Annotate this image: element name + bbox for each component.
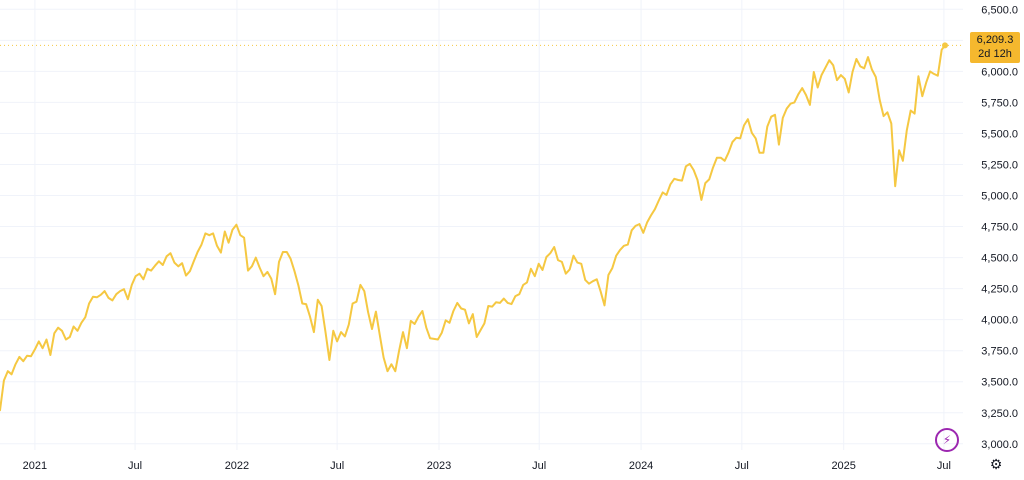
y-tick-label: 5,000.0 bbox=[981, 191, 1018, 203]
y-tick-label: 6,500.0 bbox=[981, 4, 1018, 16]
x-tick-label: 2024 bbox=[629, 460, 653, 472]
y-tick-label: 3,750.0 bbox=[981, 346, 1018, 358]
lightning-icon[interactable]: ⚡ bbox=[935, 428, 959, 452]
x-tick-label: 2025 bbox=[831, 460, 855, 472]
x-tick-label: 2022 bbox=[225, 460, 249, 472]
x-tick-label: Jul bbox=[532, 460, 546, 472]
y-tick-label: 3,250.0 bbox=[981, 408, 1018, 420]
x-tick-label: 2021 bbox=[23, 460, 47, 472]
last-point-marker bbox=[942, 42, 948, 49]
y-tick-label: 5,500.0 bbox=[981, 128, 1018, 140]
x-tick-label: Jul bbox=[330, 460, 344, 472]
y-tick-label: 5,250.0 bbox=[981, 159, 1018, 171]
series-line bbox=[0, 44, 946, 412]
y-tick-label: 6,000.0 bbox=[981, 66, 1018, 78]
y-tick-label: 3,000.0 bbox=[981, 439, 1018, 451]
last-price-badge: 6,209.3 2d 12h bbox=[970, 32, 1020, 63]
gear-icon[interactable]: ⚙ bbox=[989, 456, 1003, 472]
y-tick-label: 4,500.0 bbox=[981, 253, 1018, 265]
y-tick-label: 5,750.0 bbox=[981, 97, 1018, 109]
bar-countdown: 2d 12h bbox=[978, 48, 1012, 60]
last-price-value: 6,209.3 bbox=[976, 34, 1014, 46]
x-tick-label: Jul bbox=[735, 460, 749, 472]
x-tick-label: Jul bbox=[128, 460, 142, 472]
x-tick-label: 2023 bbox=[427, 460, 451, 472]
y-tick-label: 4,000.0 bbox=[981, 315, 1018, 327]
x-tick-label: Jul bbox=[937, 460, 951, 472]
y-tick-label: 4,250.0 bbox=[981, 284, 1018, 296]
y-tick-label: 4,750.0 bbox=[981, 222, 1018, 234]
y-tick-label: 3,500.0 bbox=[981, 377, 1018, 389]
